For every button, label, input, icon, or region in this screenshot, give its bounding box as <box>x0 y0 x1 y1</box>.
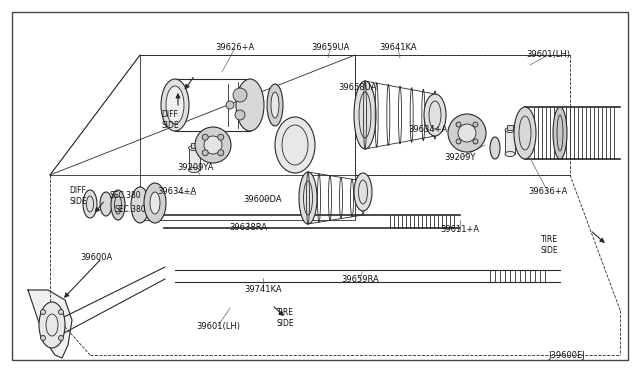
Text: 39659RA: 39659RA <box>341 276 379 285</box>
Text: 39641KA: 39641KA <box>379 44 417 52</box>
Text: 39741KA: 39741KA <box>244 285 282 295</box>
Ellipse shape <box>235 110 245 120</box>
Ellipse shape <box>150 192 160 214</box>
Ellipse shape <box>202 150 208 156</box>
Ellipse shape <box>473 139 478 144</box>
Ellipse shape <box>189 167 200 173</box>
Ellipse shape <box>111 190 125 220</box>
Ellipse shape <box>144 183 166 223</box>
Ellipse shape <box>189 145 200 151</box>
Ellipse shape <box>218 134 224 140</box>
Text: 39601(LH): 39601(LH) <box>526 51 570 60</box>
Ellipse shape <box>40 310 45 314</box>
Ellipse shape <box>424 94 446 136</box>
Ellipse shape <box>514 107 536 159</box>
Ellipse shape <box>354 81 376 149</box>
Ellipse shape <box>131 187 149 223</box>
Ellipse shape <box>448 114 486 152</box>
Text: SEC.380: SEC.380 <box>114 205 146 215</box>
Ellipse shape <box>354 173 372 211</box>
Ellipse shape <box>271 92 279 118</box>
Text: 39634+A: 39634+A <box>157 187 196 196</box>
Polygon shape <box>28 290 72 358</box>
Ellipse shape <box>39 302 65 348</box>
Text: 39209Y: 39209Y <box>444 154 476 163</box>
Text: 39601(LH): 39601(LH) <box>196 321 240 330</box>
Text: 39600A: 39600A <box>80 253 112 263</box>
Ellipse shape <box>58 310 63 314</box>
Ellipse shape <box>267 84 283 126</box>
Bar <box>191 143 198 148</box>
Ellipse shape <box>505 151 515 157</box>
Text: DIFF
SIDE: DIFF SIDE <box>69 186 87 206</box>
Text: 39600DA: 39600DA <box>244 196 282 205</box>
Ellipse shape <box>226 101 234 109</box>
Text: J39600EJ: J39600EJ <box>548 352 586 360</box>
Bar <box>140 55 355 220</box>
Ellipse shape <box>202 134 208 140</box>
Ellipse shape <box>456 122 461 127</box>
Text: 39638RA: 39638RA <box>229 224 267 232</box>
Text: 39634+A: 39634+A <box>408 125 447 135</box>
Ellipse shape <box>233 88 247 102</box>
Ellipse shape <box>195 127 231 163</box>
Ellipse shape <box>204 136 222 154</box>
Bar <box>189 148 200 170</box>
Ellipse shape <box>218 150 224 156</box>
Ellipse shape <box>473 122 478 127</box>
Bar <box>505 130 515 154</box>
Ellipse shape <box>100 192 112 216</box>
Text: 39636+A: 39636+A <box>528 187 568 196</box>
Text: 39626+A: 39626+A <box>216 44 255 52</box>
Ellipse shape <box>161 79 189 131</box>
Ellipse shape <box>275 117 315 173</box>
Text: 39611+A: 39611+A <box>440 225 479 234</box>
Text: 39658UA: 39658UA <box>339 83 377 93</box>
Ellipse shape <box>490 137 500 159</box>
Text: 39209YA: 39209YA <box>178 164 214 173</box>
Bar <box>507 125 513 130</box>
Ellipse shape <box>58 336 63 340</box>
Text: TIRE
SIDE: TIRE SIDE <box>276 308 294 328</box>
Ellipse shape <box>458 124 476 142</box>
Ellipse shape <box>40 336 45 340</box>
Text: 39659UA: 39659UA <box>311 44 349 52</box>
Ellipse shape <box>456 139 461 144</box>
Text: TIRE
SIDE: TIRE SIDE <box>540 235 558 255</box>
Ellipse shape <box>83 190 97 218</box>
Text: SEC.380: SEC.380 <box>109 192 141 201</box>
Ellipse shape <box>166 86 184 124</box>
Text: DIFF
SIDE: DIFF SIDE <box>161 110 179 130</box>
Ellipse shape <box>299 172 317 224</box>
Ellipse shape <box>505 128 515 132</box>
Ellipse shape <box>553 107 567 159</box>
Ellipse shape <box>236 79 264 131</box>
